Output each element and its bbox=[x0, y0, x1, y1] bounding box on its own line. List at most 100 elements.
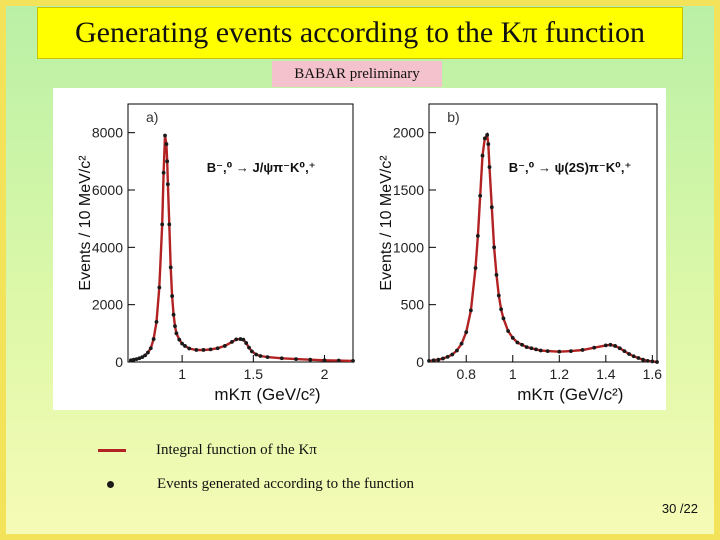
data-point bbox=[455, 348, 459, 353]
data-point bbox=[177, 337, 182, 342]
data-point bbox=[436, 357, 441, 362]
data-point bbox=[254, 352, 259, 357]
data-point bbox=[489, 205, 494, 210]
y-tick-label: 1500 bbox=[393, 182, 424, 198]
data-point bbox=[427, 358, 431, 363]
data-point bbox=[157, 285, 162, 290]
y-tick-label: 0 bbox=[416, 354, 424, 370]
data-point bbox=[655, 360, 659, 364]
data-point bbox=[279, 356, 284, 361]
data-point bbox=[168, 265, 173, 270]
data-point bbox=[160, 222, 165, 227]
data-point bbox=[208, 347, 213, 352]
data-point bbox=[636, 356, 641, 360]
y-tick-label: 2000 bbox=[393, 125, 424, 141]
panel-label: a) bbox=[146, 109, 158, 125]
data-point bbox=[613, 344, 618, 348]
data-point bbox=[201, 348, 206, 352]
data-point bbox=[154, 319, 159, 324]
data-point bbox=[164, 142, 169, 147]
data-point bbox=[265, 355, 270, 360]
x-tick-label: 1 bbox=[509, 366, 517, 382]
data-point bbox=[487, 165, 492, 169]
data-point bbox=[258, 354, 263, 358]
data-point bbox=[140, 355, 145, 360]
y-tick-label: 1000 bbox=[393, 239, 424, 255]
x-tick-label: 1.4 bbox=[596, 366, 616, 382]
x-tick-label: 1.6 bbox=[643, 366, 663, 382]
decay-label: B⁻,⁰ → ψ(2S)π⁻K⁰,⁺ bbox=[509, 160, 632, 175]
data-point bbox=[194, 348, 199, 352]
y-tick-label: 4000 bbox=[92, 239, 123, 255]
data-point bbox=[146, 350, 150, 355]
data-point bbox=[336, 358, 341, 363]
x-tick-label: 1 bbox=[178, 366, 186, 382]
data-point bbox=[180, 341, 185, 346]
data-point bbox=[510, 336, 515, 340]
data-point bbox=[247, 345, 251, 350]
data-point bbox=[641, 357, 645, 362]
data-point bbox=[622, 349, 627, 354]
legend-line-row: Integral function of the Kπ bbox=[98, 442, 317, 459]
x-tick-label: 1.5 bbox=[244, 366, 264, 382]
data-point bbox=[128, 358, 133, 363]
y-axis-label: Events / 10 MeV/c² bbox=[77, 155, 94, 291]
data-point bbox=[131, 357, 136, 362]
data-point bbox=[608, 342, 613, 347]
data-point bbox=[244, 341, 249, 345]
chart-a: 0 2000 4000 6000 8000 1 1.5 2 a) B⁻,⁰ → J/ψπ⁻K⁰,⁺… bbox=[77, 103, 355, 404]
data-point bbox=[475, 233, 480, 238]
x-tick-label: 2 bbox=[321, 366, 329, 382]
title-banner: Generating events according to the Kπ fu… bbox=[37, 7, 683, 59]
y-tick-label: 8000 bbox=[92, 125, 123, 141]
y-tick-label: 500 bbox=[401, 297, 425, 313]
legend-point-swatch bbox=[107, 481, 114, 488]
data-point bbox=[441, 356, 445, 361]
data-point bbox=[580, 348, 585, 352]
chart-b: 0 500 1000 1500 2000 0.8 1 1.2 1.4 1.6 b) B⁻,⁰ → ψ(… bbox=[378, 103, 663, 404]
data-point bbox=[631, 354, 636, 359]
data-point bbox=[464, 330, 469, 335]
data-point bbox=[494, 272, 499, 277]
legend-points-label: Events generated according to the functi… bbox=[157, 476, 414, 492]
data-point bbox=[499, 307, 504, 312]
data-point bbox=[627, 352, 631, 356]
data-point bbox=[137, 356, 142, 361]
data-point bbox=[506, 329, 511, 333]
page-number: 30 /22 bbox=[661, 501, 698, 516]
data-point bbox=[520, 342, 524, 347]
data-point bbox=[173, 324, 177, 329]
x-tick-label: 0.8 bbox=[456, 366, 476, 382]
y-tick-label: 0 bbox=[115, 354, 123, 370]
data-point bbox=[183, 344, 187, 348]
data-point bbox=[445, 354, 450, 359]
x-axis-label: mKπ (GeV/c²) bbox=[517, 385, 623, 404]
data-point bbox=[171, 312, 176, 317]
data-point bbox=[351, 358, 355, 363]
data-point bbox=[468, 308, 473, 313]
data-point bbox=[165, 182, 170, 187]
data-point bbox=[645, 358, 650, 363]
data-point bbox=[496, 293, 501, 298]
y-tick-label: 2000 bbox=[92, 297, 123, 313]
data-point bbox=[165, 159, 170, 164]
data-point bbox=[459, 341, 464, 346]
legend-line-label: Integral function of the Kπ bbox=[156, 442, 317, 458]
data-point bbox=[569, 349, 573, 354]
data-point bbox=[534, 347, 538, 352]
plots-background bbox=[53, 88, 666, 410]
data-point bbox=[294, 357, 298, 362]
data-point bbox=[650, 359, 655, 364]
data-point bbox=[215, 346, 220, 351]
panel-label: b) bbox=[447, 109, 459, 125]
data-point bbox=[134, 357, 139, 362]
data-point bbox=[501, 316, 506, 321]
data-point bbox=[163, 133, 167, 138]
data-point bbox=[148, 346, 153, 351]
data-point bbox=[308, 357, 313, 362]
decay-label: B⁻,⁰ → J/ψπ⁻K⁰,⁺ bbox=[207, 160, 316, 175]
x-axis-label: mKπ (GeV/c²) bbox=[214, 385, 320, 404]
data-point bbox=[151, 337, 156, 341]
data-point bbox=[234, 337, 239, 342]
